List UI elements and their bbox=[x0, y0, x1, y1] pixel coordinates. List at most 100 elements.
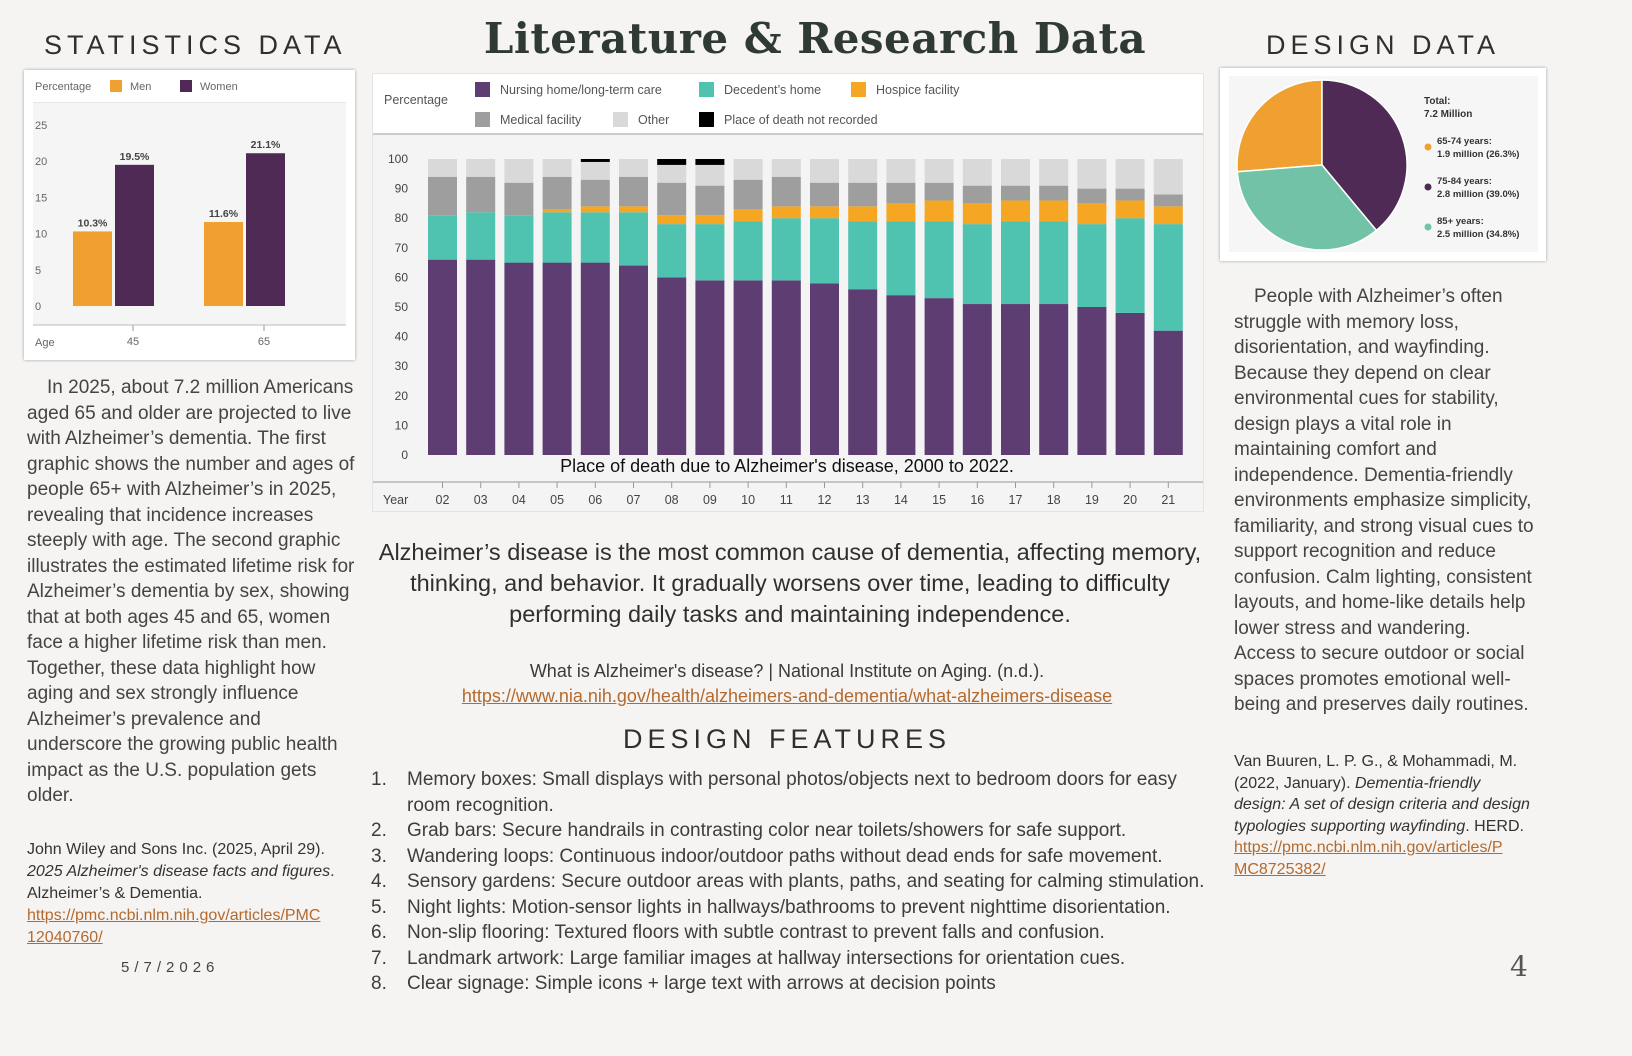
stack-segment bbox=[542, 209, 572, 213]
stack-segment bbox=[619, 159, 648, 177]
y-tick-label: 15 bbox=[35, 192, 47, 204]
x-axis-label: Age bbox=[35, 337, 55, 349]
x-tick-label: 19 bbox=[1085, 493, 1099, 507]
nia-source: What is Alzheimer's disease? | National … bbox=[529, 661, 1045, 681]
feature-number: 3. bbox=[371, 845, 387, 867]
legend-dot bbox=[1424, 223, 1432, 231]
legend-label: Other bbox=[638, 113, 669, 127]
x-tick-label: 12 bbox=[818, 493, 832, 507]
stack-segment bbox=[733, 209, 763, 222]
place-of-death-chart: Percentage Nursing home/long-term care Dec… bbox=[373, 82, 1203, 511]
pie-slice bbox=[1321, 79, 1408, 232]
stack-segment bbox=[1039, 221, 1069, 305]
stack-segment bbox=[580, 179, 610, 207]
x-tick-label: 65 bbox=[258, 336, 270, 348]
legend-dot bbox=[1424, 183, 1432, 191]
x-tick-label: 13 bbox=[856, 493, 870, 507]
stack-segment bbox=[962, 159, 992, 186]
design-feature-item: 6. Non-slip flooring: Textured floors wit… bbox=[371, 920, 1221, 946]
x-tick-label: 09 bbox=[703, 493, 717, 507]
feature-text: Grab bars: Secure handrails in contrasti… bbox=[407, 820, 1127, 841]
stack-segment bbox=[619, 176, 648, 207]
legend-label: Place of death not recorded bbox=[724, 113, 878, 127]
stack-segment bbox=[657, 159, 687, 165]
stack-segment bbox=[1077, 203, 1107, 225]
stack-segment bbox=[771, 218, 801, 281]
stack-segment bbox=[504, 159, 534, 183]
data-label: 10.3% bbox=[78, 217, 108, 229]
statistics-paragraph: In 2025, about 7.2 million Americans age… bbox=[27, 377, 355, 806]
stack-segment bbox=[771, 206, 801, 219]
stack-segment bbox=[466, 212, 496, 260]
stack-segment bbox=[542, 212, 572, 263]
stack-segment bbox=[848, 289, 878, 455]
legend-swatch bbox=[110, 80, 122, 92]
x-tick-label: 14 bbox=[894, 493, 908, 507]
x-tick-label: 18 bbox=[1047, 493, 1061, 507]
design-feature-item: 3. Wandering loops: Continuous indoor/out… bbox=[371, 844, 1221, 870]
y-axis-label: Percentage bbox=[35, 81, 91, 93]
y-tick-label: 10 bbox=[395, 418, 409, 432]
stack-segment bbox=[1001, 185, 1030, 201]
stack-segment bbox=[619, 206, 648, 213]
x-tick-label: 06 bbox=[588, 493, 602, 507]
stack-segment bbox=[924, 182, 954, 201]
stack-segment bbox=[428, 159, 457, 177]
stack-segment bbox=[657, 182, 687, 216]
stack-segment bbox=[1001, 304, 1030, 455]
stack-segment bbox=[886, 203, 916, 222]
feature-number: 1. bbox=[371, 769, 387, 790]
nia-source-link[interactable]: https://www.nia.nih.gov/health/alzheimer… bbox=[461, 686, 1113, 706]
statistics-citation-link[interactable]: https://pmc.ncbi.nlm.nih.gov/articles/PM… bbox=[27, 907, 321, 946]
stack-segment bbox=[1077, 159, 1107, 189]
design-feature-item: 5. Night lights: Motion-sensor lights in … bbox=[371, 895, 1221, 921]
stack-segment bbox=[1115, 312, 1145, 455]
stack-segment bbox=[924, 298, 954, 455]
design-data-citation-link[interactable]: https://pmc.ncbi.nlm.nih.gov/articles/P M… bbox=[1234, 839, 1503, 878]
stack-segment bbox=[657, 215, 687, 225]
stack-segment bbox=[428, 176, 457, 216]
stack-segment bbox=[733, 159, 763, 180]
alzheimers-summary: Alzheimer’s disease is the most common c… bbox=[378, 539, 1202, 627]
data-label: 21.1% bbox=[251, 139, 281, 151]
stack-segment bbox=[962, 185, 992, 204]
stack-segment bbox=[580, 159, 610, 162]
stack-segment bbox=[504, 262, 534, 455]
stack-segment bbox=[810, 283, 839, 455]
citation-author: Van Buuren, L. P. G., & Mohammadi, M. (2… bbox=[1234, 753, 1518, 792]
design-features-heading: DESIGN FEATURES bbox=[622, 724, 952, 754]
y-tick-label: 90 bbox=[395, 182, 409, 196]
stack-segment bbox=[695, 224, 725, 281]
legend-detail: 1.9 million (26.3%) bbox=[1437, 149, 1519, 160]
stack-segment bbox=[1077, 224, 1107, 307]
data-label: 11.6% bbox=[209, 208, 239, 220]
y-tick-label: 70 bbox=[395, 241, 409, 255]
stack-segment bbox=[504, 215, 534, 263]
y-tick-label: 60 bbox=[395, 270, 409, 284]
stack-segment bbox=[657, 164, 687, 183]
design-feature-item: 7. Landmark artwork: Large familiar image… bbox=[371, 946, 1221, 972]
stack-segment bbox=[771, 159, 801, 177]
feature-text: Non-slip flooring: Textured floors with … bbox=[407, 922, 1105, 943]
stack-segment bbox=[580, 262, 610, 455]
x-tick-label: 45 bbox=[127, 336, 139, 348]
stack-segment bbox=[466, 159, 496, 177]
legend-label: Hospice facility bbox=[876, 83, 960, 97]
stack-segment bbox=[657, 224, 687, 278]
feature-text: Clear signage: Simple icons + large text… bbox=[407, 973, 996, 994]
x-tick-label: 20 bbox=[1123, 493, 1137, 507]
x-tick-label: 11 bbox=[780, 493, 793, 507]
legend-label: 65-74 years: bbox=[1437, 136, 1492, 147]
stack-segment bbox=[962, 203, 992, 225]
stack-segment bbox=[580, 161, 610, 180]
place-of-death-chart-card: Percentage Nursing home/long-term care Dec… bbox=[372, 73, 1204, 512]
y-tick-label: 50 bbox=[395, 300, 409, 314]
stack-segment bbox=[428, 215, 457, 260]
stack-segment bbox=[695, 215, 725, 225]
legend-label: Decedent’s home bbox=[724, 83, 821, 97]
stack-segment bbox=[886, 221, 916, 296]
stack-segment bbox=[886, 295, 916, 455]
bar-men bbox=[204, 222, 243, 306]
stack-segment bbox=[771, 280, 801, 455]
x-tick-label: 03 bbox=[474, 493, 488, 507]
